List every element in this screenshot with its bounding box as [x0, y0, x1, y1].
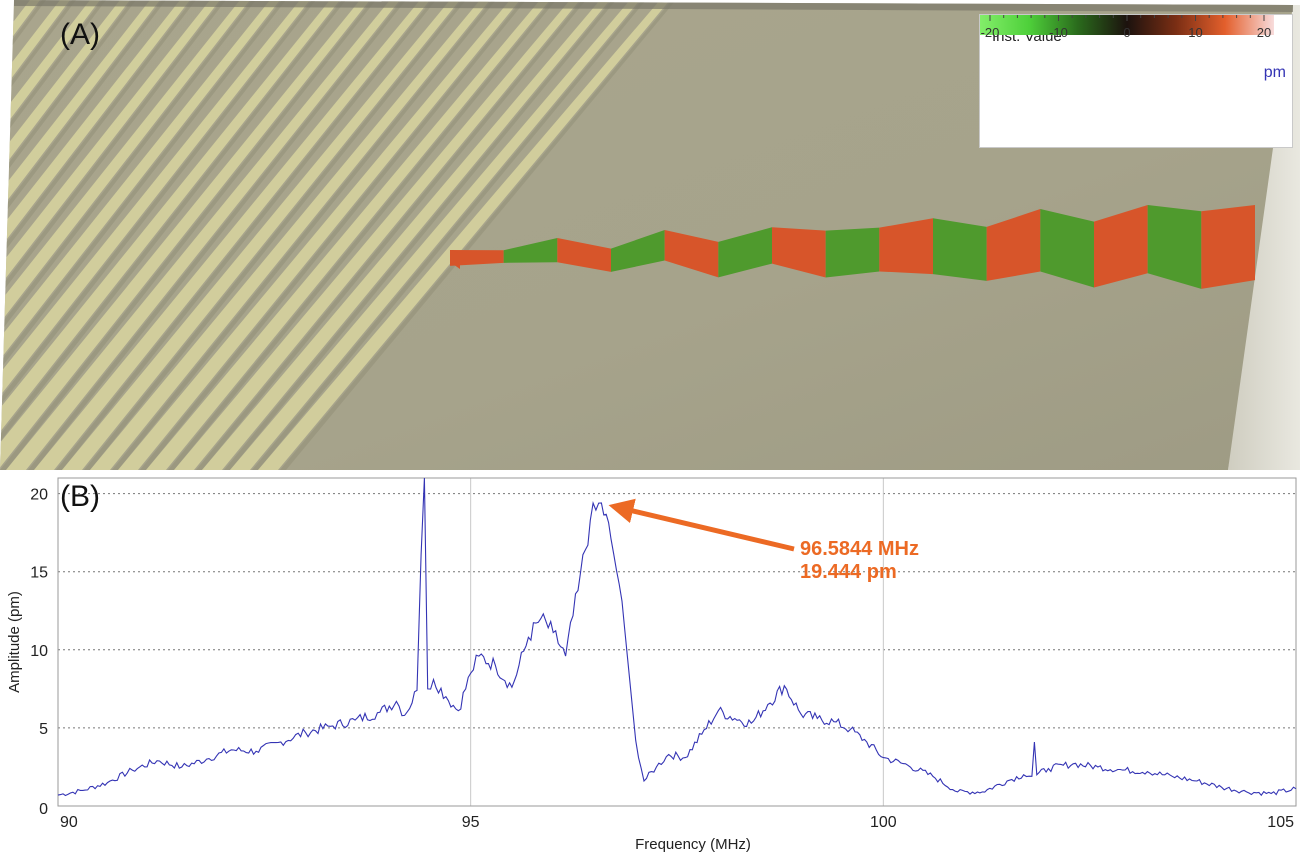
legend-color-bar [980, 15, 1274, 35]
grating-stripe [0, 0, 160, 470]
x-tick-label: 100 [870, 814, 897, 831]
grating-stripe [0, 0, 310, 470]
chart-ticks: 90 95 100 105 0 5 10 15 20 [30, 487, 1294, 831]
grating-shadow [0, 0, 286, 470]
panel-b-label: (B) [60, 480, 100, 513]
grating-shadow [140, 0, 526, 470]
grating-stripe [0, 0, 220, 470]
panel-a-3d-surface: (A) Inst. Value pm -20 -10 0 10 20 [0, 0, 1300, 470]
grating-stripe [0, 0, 250, 470]
x-tick-label: 90 [60, 814, 78, 831]
y-tick-label: 5 [39, 721, 48, 738]
grating-stripe [0, 0, 130, 470]
y-axis-label: Amplitude (pm) [6, 591, 23, 693]
grating-shadow [0, 0, 346, 470]
surface-top-edge [14, 0, 1293, 12]
wave-trough [1040, 209, 1094, 288]
legend-scale: -20 -10 0 10 20 [981, 15, 1271, 40]
wave-crest [986, 209, 1041, 281]
legend-tick-label: 20 [1257, 25, 1271, 40]
wave-tip [450, 250, 460, 269]
wave-trough [503, 238, 558, 263]
legend-gradient [980, 15, 1274, 35]
wave-trough [825, 227, 880, 278]
wave-crest [879, 218, 933, 275]
legend-tick-label: -10 [1049, 25, 1068, 40]
color-legend: Inst. Value pm -20 -10 0 10 20 [979, 14, 1293, 148]
annotation-amplitude: 19.444 pm [800, 561, 897, 583]
grating-stripe [230, 0, 640, 470]
grating-stripe [0, 0, 340, 470]
grating-shadow [112, 0, 496, 470]
legend-tick-label: -20 [981, 25, 1000, 40]
panel-b-spectrum: 90 95 100 105 0 5 10 15 20 Frequency (MHz) Ampli… [0, 470, 1300, 858]
legend-tick-label: 10 [1188, 25, 1202, 40]
grating-shadow [0, 0, 256, 470]
grating-shadow [0, 0, 106, 470]
grating-shadow [28, 0, 406, 470]
annotation-frequency: 96.5844 MHz [800, 538, 919, 560]
panel-a-label: (A) [60, 18, 100, 51]
y-tick-label: 0 [39, 801, 48, 818]
grating-stripes [0, 0, 676, 470]
grating-shadow [0, 0, 196, 470]
wave-crest [1201, 205, 1255, 289]
wave-crest [557, 238, 611, 272]
grating-shadow [224, 0, 616, 470]
grating-shadow [252, 0, 646, 470]
grating-stripe [0, 0, 190, 470]
grating-shadow [0, 0, 136, 470]
wave-crest [664, 230, 719, 278]
grating-shadow [0, 0, 166, 470]
x-tick-label: 95 [462, 814, 480, 831]
y-tick-label: 20 [30, 487, 48, 504]
chart-series [57, 477, 1297, 797]
annotation-arrow [608, 498, 795, 552]
grating-shadow [0, 0, 376, 470]
y-tick-label: 10 [30, 643, 48, 660]
wave-trough [611, 230, 665, 272]
grating-shadow [196, 0, 586, 470]
grating-stripe [0, 0, 280, 470]
grating-shadow [56, 0, 436, 470]
grating-stripe [0, 0, 370, 470]
grating-shadow [0, 0, 316, 470]
wave-trough [718, 227, 772, 278]
x-tick-label: 105 [1267, 814, 1294, 831]
grating-stripe [202, 0, 610, 470]
wave-crest [772, 227, 826, 278]
spectrum-chart: 90 95 100 105 0 5 10 15 20 Frequency (MHz) Ampli… [6, 477, 1297, 853]
surface-plane [0, 0, 1293, 470]
grating-shadow [84, 0, 466, 470]
wave-trough [933, 218, 987, 281]
surface-view [0, 0, 1300, 470]
grating-stripe [258, 0, 670, 470]
spectrum-line [57, 477, 1297, 797]
grating-shadow [168, 0, 556, 470]
grating-shadow [280, 0, 676, 470]
grating-stripe [174, 0, 580, 470]
x-axis-label: Frequency (MHz) [635, 836, 751, 853]
grating-shadow [0, 0, 226, 470]
legend-unit: pm [1263, 64, 1286, 81]
y-tick-label: 15 [30, 565, 48, 582]
surface-wave-band [450, 205, 1255, 289]
wave-trough [1147, 205, 1202, 289]
grating-stripe [6, 0, 400, 470]
grating-stripe [118, 0, 520, 470]
grating-stripe [62, 0, 460, 470]
grating-stripe [146, 0, 550, 470]
grating-stripe [90, 0, 490, 470]
legend-tick-label: 0 [1123, 25, 1130, 40]
grating-stripe [34, 0, 430, 470]
chart-grid [58, 478, 1296, 806]
wave-crest [1094, 205, 1148, 288]
plot-frame [57, 477, 1297, 807]
wave-crest [450, 250, 504, 266]
